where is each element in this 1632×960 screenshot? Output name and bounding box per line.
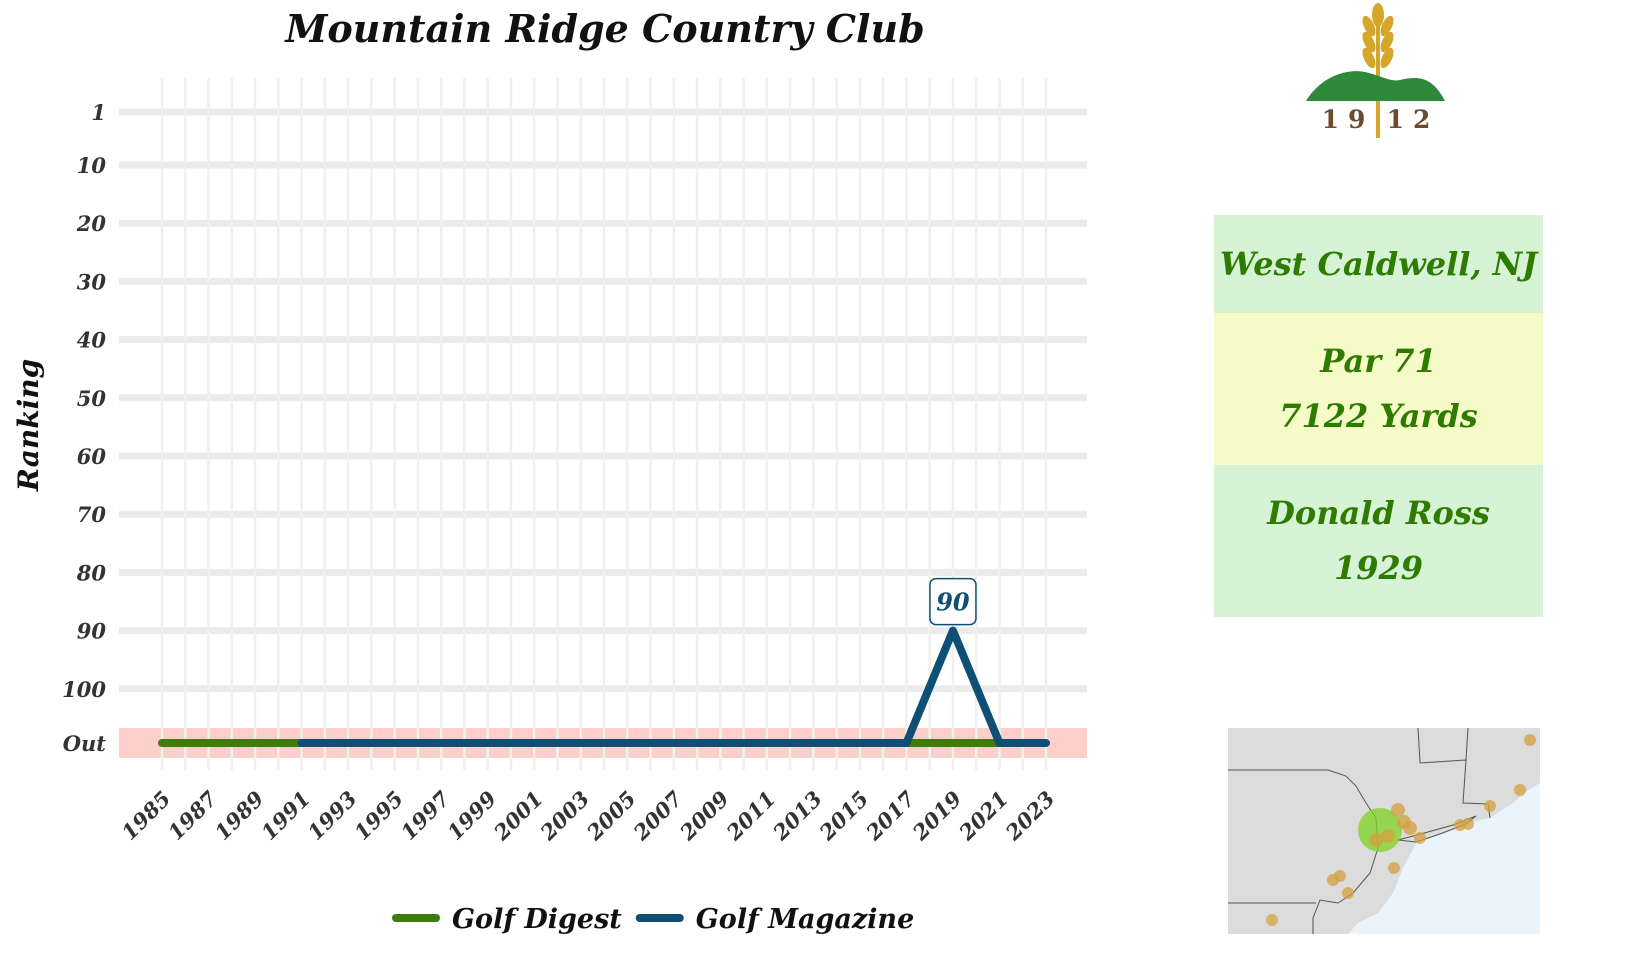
y-tick-label: Out: [63, 731, 107, 756]
x-tick-label: 2023: [1000, 786, 1060, 846]
architect-text: Donald Ross: [1267, 494, 1490, 532]
y-tick-label: 90: [77, 619, 107, 644]
y-tick-label: 20: [76, 211, 107, 236]
y-tick-label: 70: [77, 502, 107, 527]
x-tick-label: 2001: [488, 786, 548, 846]
y-tick-label: 40: [77, 328, 107, 353]
data-labels: 90: [929, 577, 977, 626]
x-tick-label: 2015: [814, 786, 874, 846]
location-text: West Caldwell, NJ: [1219, 244, 1538, 283]
course-stats-box: Par 71 7122 Yards: [1214, 313, 1543, 465]
legend[interactable]: Golf Digest Golf Magazine: [392, 904, 915, 935]
x-tick-label: 2005: [581, 786, 641, 846]
y-axis-ticks: 1 10 20 30 40 50 60 70 80 90 100 Out: [62, 100, 106, 756]
architect-box: Donald Ross 1929: [1214, 465, 1543, 617]
x-tick-label: 2011: [721, 786, 781, 846]
course-info-panel: West Caldwell, NJ Par 71 7122 Yards Dona…: [1214, 215, 1543, 617]
hill-icon: [1306, 71, 1445, 101]
x-tick-label: 1993: [303, 786, 362, 845]
x-tick-label: 1989: [210, 786, 269, 845]
other-course-markers: [1266, 734, 1536, 926]
logo-year-right: 12: [1387, 105, 1440, 134]
series-lines: [158, 626, 1050, 747]
x-tick-label: 1999: [442, 786, 501, 845]
y-tick-label: 50: [77, 386, 107, 411]
x-tick-label: 2009: [674, 786, 734, 846]
yards-text: 7122 Yards: [1279, 397, 1478, 435]
data-label-box: [929, 577, 977, 626]
wheat-icon: [1362, 3, 1394, 138]
x-tick-label: 1987: [163, 786, 222, 845]
y-tick-label: 100: [62, 677, 106, 702]
y-tick-label: 10: [77, 153, 107, 178]
y-axis-label: Ranking: [12, 359, 45, 492]
location-box: West Caldwell, NJ: [1214, 215, 1543, 313]
club-logo: 19 12: [1306, 3, 1445, 138]
x-tick-label: 2019: [907, 786, 967, 846]
legend-label-golf-digest[interactable]: Golf Digest: [452, 904, 622, 935]
architect-year-text: 1929: [1333, 549, 1424, 587]
x-tick-label: 1991: [256, 786, 315, 845]
x-axis-ticks: 1985198719891991199319951997199920012003…: [117, 786, 1060, 846]
par-text: Par 71: [1320, 342, 1437, 380]
y-tick-label: 80: [76, 560, 107, 585]
x-tick-label: 2017: [860, 786, 920, 846]
legend-label-golf-magazine[interactable]: Golf Magazine: [696, 904, 915, 935]
x-tick-label: 2003: [535, 786, 595, 846]
x-tick-label: 1985: [117, 786, 176, 845]
y-tick-label: 1: [91, 100, 106, 125]
logo-year-left: 19: [1322, 105, 1375, 134]
y-tick-label: 30: [77, 269, 107, 294]
data-label: 90: [936, 588, 970, 617]
chart-title: Mountain Ridge Country Club: [283, 6, 924, 51]
x-tick-label: 2013: [767, 786, 827, 846]
x-tick-label: 1997: [396, 786, 455, 845]
series-line-golf-magazine: [297, 626, 1050, 747]
y-tick-label: 60: [77, 444, 107, 469]
x-tick-label: 2021: [953, 786, 1013, 846]
location-map: [1228, 728, 1540, 934]
x-tick-label: 1995: [349, 786, 408, 845]
x-tick-label: 2007: [628, 786, 688, 846]
ranking-chart: Mountain Ridge Country Club 1 10 20 30 40 50 6…: [12, 6, 1087, 935]
